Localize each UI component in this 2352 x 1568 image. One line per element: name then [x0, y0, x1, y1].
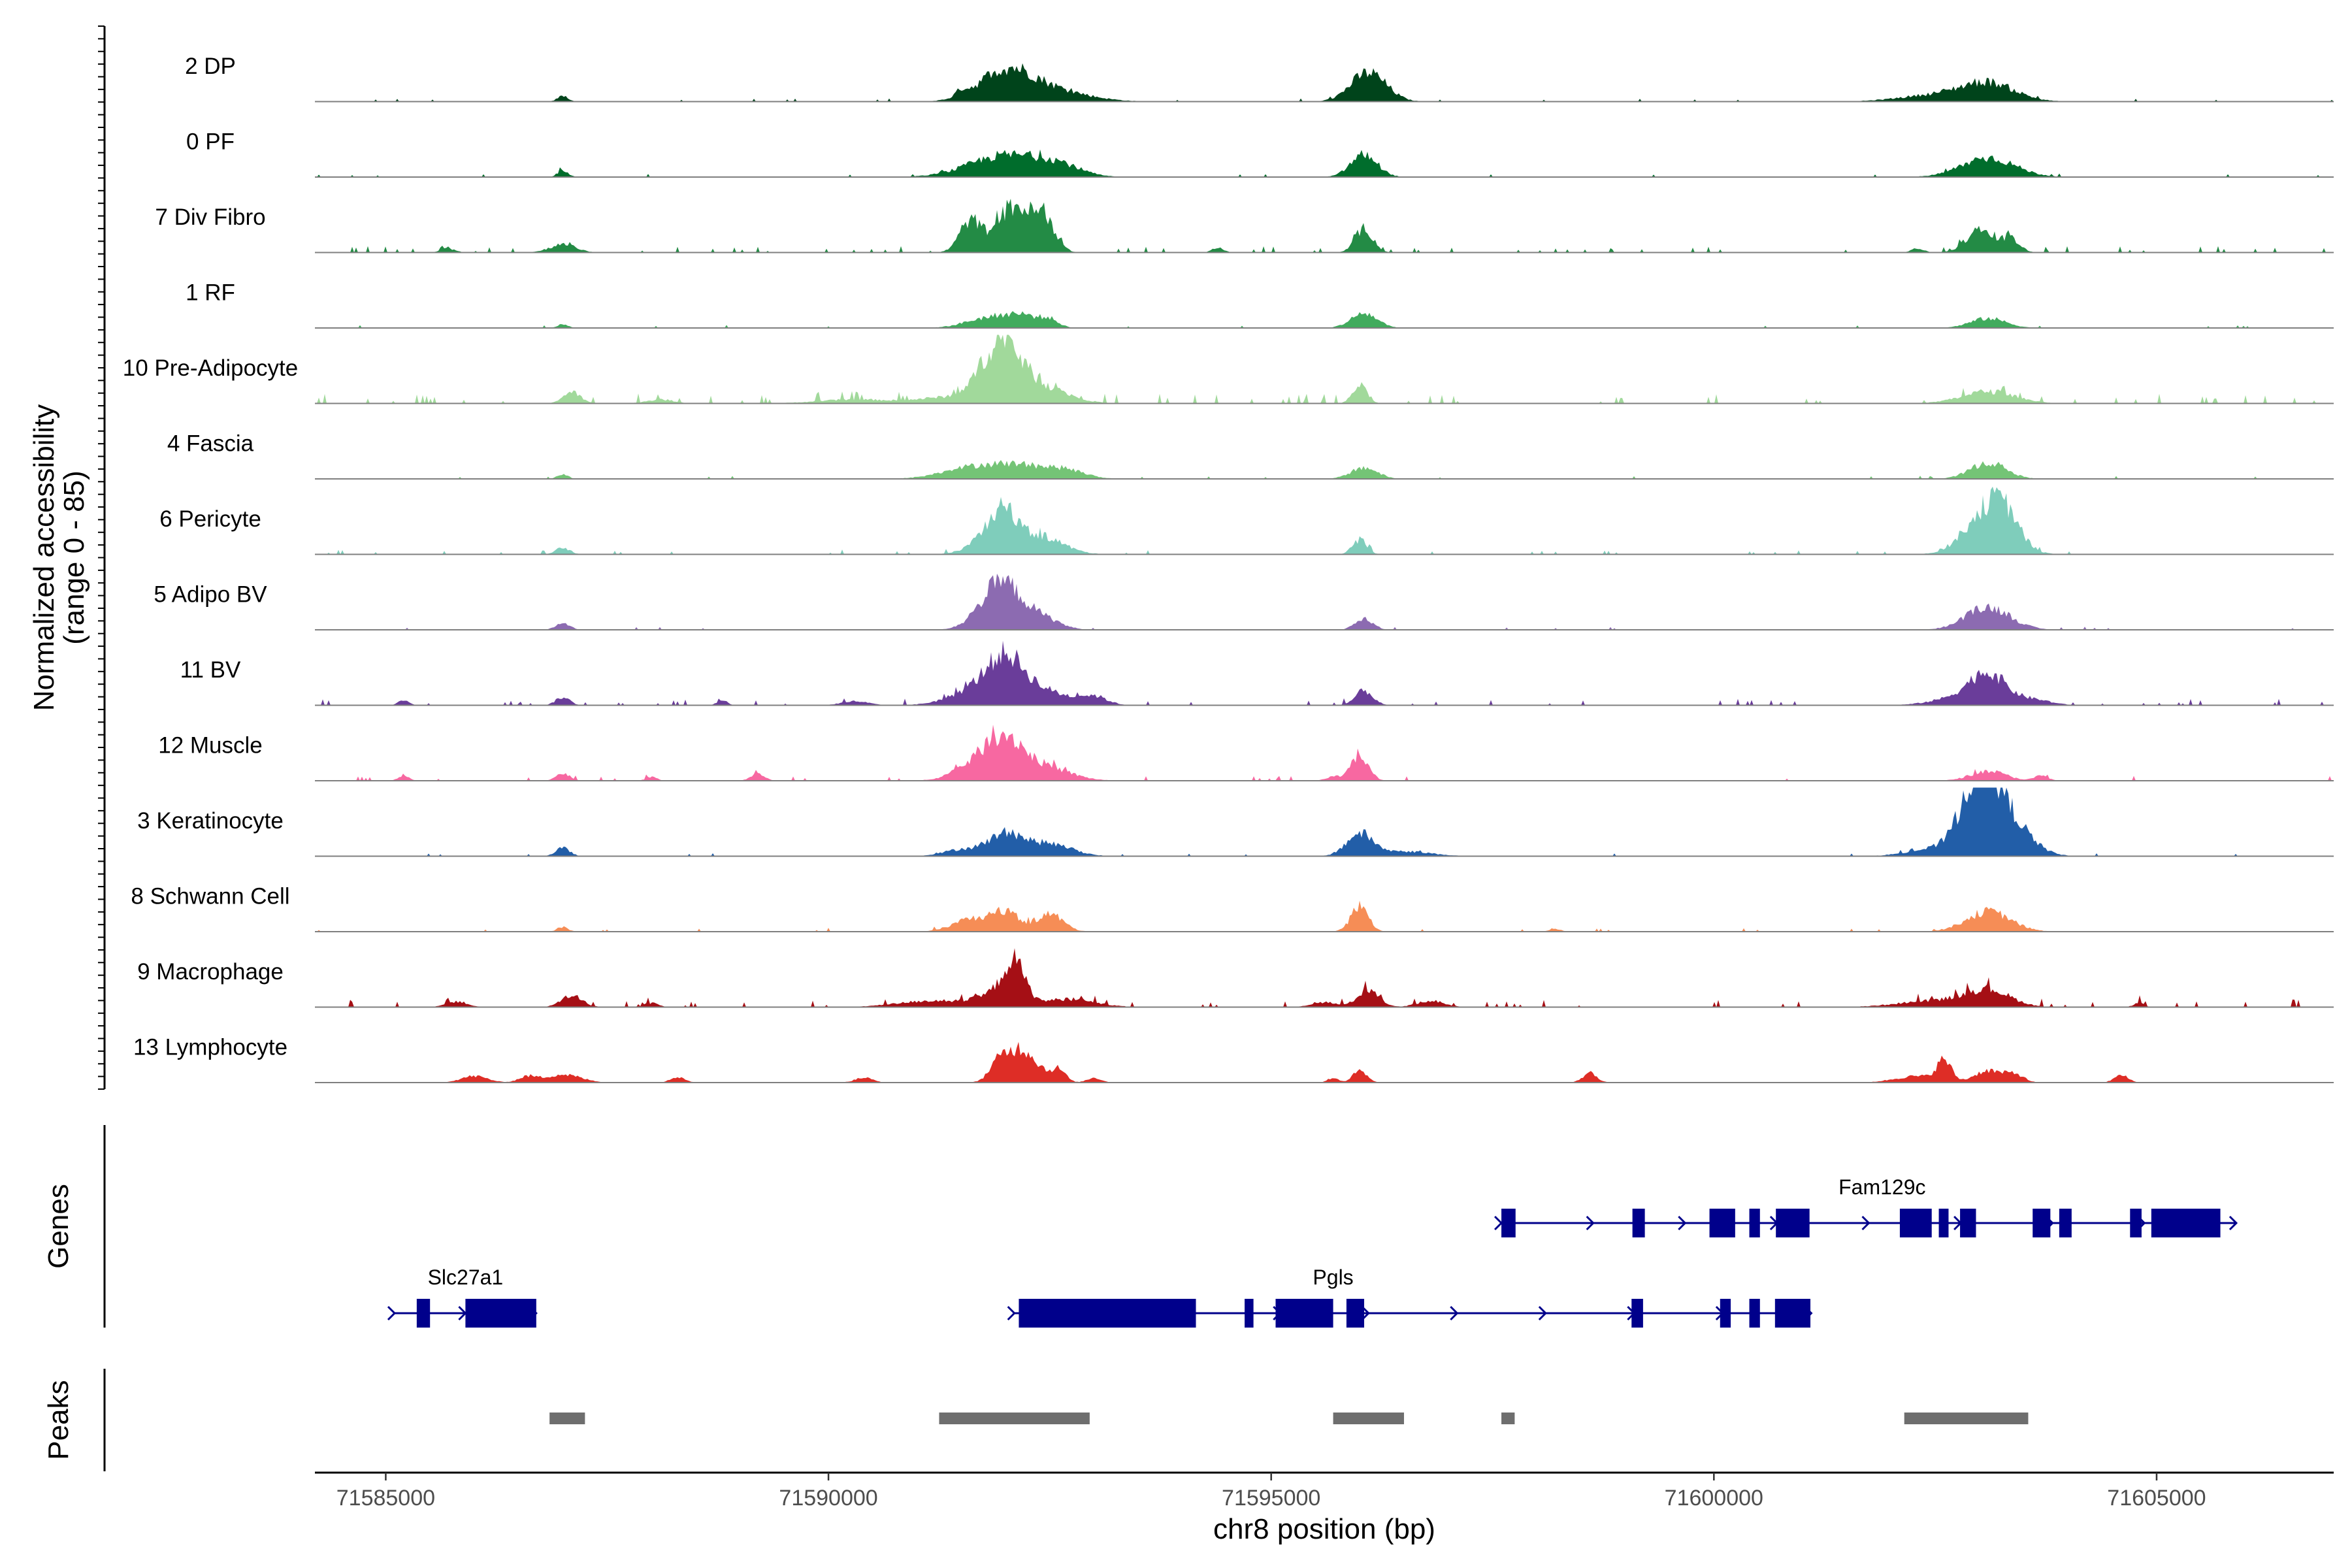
gene-strand-arrow: [1007, 1305, 1016, 1321]
x-axis: 71585000 71590000 71595000 71600000 71605000…: [315, 1471, 2334, 1545]
genes-panel-title: Genes: [42, 1184, 74, 1269]
gene-exon: [1275, 1299, 1333, 1328]
track-label: 11 BV: [180, 657, 241, 683]
track-9-macrophage: 9 Macrophage: [137, 948, 2334, 1008]
track-label: 0 PF: [186, 129, 235, 155]
peak-region: [1333, 1413, 1404, 1424]
gene-exon: [1346, 1299, 1364, 1328]
gene-strand-arrow: [1361, 1305, 1370, 1321]
x-axis-title: chr8 position (bp): [1213, 1513, 1435, 1545]
track-label: 1 RF: [186, 280, 235, 306]
track-6-pericyte: 6 Pericyte: [159, 486, 2334, 555]
x-tick-label: 71590000: [779, 1486, 877, 1511]
gene-strand-arrow: [387, 1305, 397, 1321]
y-axis-title-line2: (range 0 - 85): [58, 470, 90, 645]
peaks-panel: Peaks: [42, 1369, 2029, 1471]
gene-fam129c: Fam129c: [1494, 1175, 2238, 1237]
track-7-div-fibro: 7 Div Fibro: [155, 199, 2334, 253]
peak-region: [549, 1413, 585, 1424]
gene-exon: [1632, 1209, 1645, 1237]
gene-exon: [2151, 1209, 2221, 1237]
y-axis-title-line1: Normalized accessibility: [28, 404, 60, 711]
x-tick-label: 71595000: [1222, 1486, 1320, 1511]
gene-strand-arrow: [1586, 1215, 1595, 1231]
gene-pgls: Pgls: [1007, 1266, 1813, 1328]
gene-exon: [1776, 1209, 1810, 1237]
gene-label: Slc27a1: [428, 1266, 504, 1289]
gene-exon: [1774, 1299, 1811, 1328]
track-12-muscle: 12 Muscle: [158, 725, 2334, 781]
gene-slc27a1: Slc27a1: [387, 1266, 538, 1328]
gene-exon: [1019, 1299, 1196, 1328]
track-label: 5 Adipo BV: [154, 582, 267, 608]
track-label: 4 Fascia: [167, 431, 254, 457]
track-label: 10 Pre-Adipocyte: [123, 355, 298, 381]
gene-label: Pgls: [1313, 1266, 1353, 1289]
track-4-fascia: 4 Fascia: [167, 431, 2334, 480]
gene-exon: [1709, 1209, 1735, 1237]
track-label: 2 DP: [185, 54, 236, 79]
gene-strand-arrow: [1450, 1305, 1459, 1321]
track-3-keratinocyte: 3 Keratinocyte: [137, 787, 2334, 857]
track-1-rf: 1 RF: [186, 280, 2334, 329]
gene-exon: [2033, 1209, 2051, 1237]
gene-exon: [2130, 1209, 2142, 1237]
gene-strand-arrow: [1538, 1305, 1547, 1321]
gene-exon: [416, 1299, 431, 1328]
gene-strand-arrow: [2229, 1215, 2238, 1231]
gene-strand-arrow: [1678, 1215, 1687, 1231]
peak-regions: [549, 1413, 2029, 1424]
gene-exon: [1720, 1299, 1731, 1328]
track-label: 13 Lymphocyte: [133, 1035, 287, 1060]
track-2-dp: 2 DP: [185, 54, 2334, 103]
track-8-schwann-cell: 8 Schwann Cell: [131, 884, 2334, 932]
gene-label: Fam129c: [1838, 1175, 1925, 1199]
peak-region: [1904, 1413, 2029, 1424]
gene-exon: [1960, 1209, 1976, 1237]
gene-exon: [1899, 1209, 1932, 1237]
peak-region: [939, 1413, 1090, 1424]
gene-strand-arrow: [1861, 1215, 1870, 1231]
track-label: 3 Keratinocyte: [137, 808, 284, 834]
gene-exon: [465, 1299, 536, 1328]
gene-exon: [1245, 1299, 1254, 1328]
x-tick-label: 71605000: [2107, 1486, 2206, 1511]
track-11-bv: 11 BV: [180, 640, 2334, 706]
track-label: 8 Schwann Cell: [131, 884, 289, 909]
gene-exon: [1501, 1209, 1516, 1237]
coverage-tracks: 2 DP 0 PF 7 Div Fibro 1 RF 10 Pre-Adipocyte 4…: [123, 54, 2334, 1083]
track-label: 6 Pericyte: [159, 506, 261, 532]
x-tick-label: 71585000: [336, 1486, 435, 1511]
track-label: 7 Div Fibro: [155, 204, 265, 230]
peak-region: [1501, 1413, 1515, 1424]
gene-exon: [1938, 1209, 1949, 1237]
gene-exon: [1631, 1299, 1643, 1328]
gene-models: Fam129c Slc27a1 Pgls: [387, 1175, 2238, 1328]
coverage-axis-ticks: [98, 25, 105, 1090]
gene-exon: [2059, 1209, 2072, 1237]
track-5-adipo-bv: 5 Adipo BV: [154, 574, 2334, 630]
genes-panel: Genes Fam129c Slc27a1 Pgls: [42, 1125, 2238, 1328]
gene-exon: [1749, 1209, 1760, 1237]
track-13-lymphocyte: 13 Lymphocyte: [133, 1035, 2334, 1083]
peaks-panel-title: Peaks: [42, 1380, 74, 1460]
x-tick-label: 71600000: [1665, 1486, 1763, 1511]
x-axis-ticks: 71585000 71590000 71595000 71600000 71605000: [336, 1473, 2206, 1511]
track-label: 12 Muscle: [158, 733, 263, 759]
coverage-y-axis: Normalized accessibility (range 0 - 85): [28, 25, 106, 1090]
track-10-pre-adipocyte: 10 Pre-Adipocyte: [123, 335, 2334, 404]
track-label: 9 Macrophage: [137, 959, 284, 985]
track-0-pf: 0 PF: [186, 129, 2334, 178]
gene-exon: [1749, 1299, 1760, 1328]
